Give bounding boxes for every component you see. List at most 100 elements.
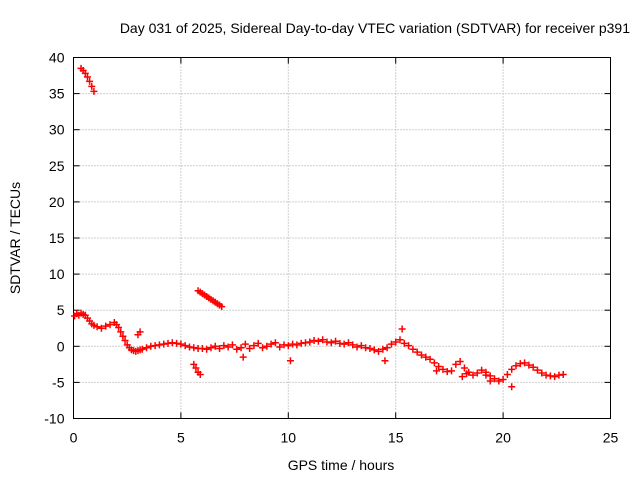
data-point: [538, 369, 546, 377]
data-point: [409, 345, 417, 353]
data-point: [177, 340, 185, 348]
data-point: [439, 365, 447, 373]
data-point: [90, 87, 98, 95]
data-point: [473, 369, 481, 377]
data-point: [314, 337, 322, 345]
axis-ticks: 0 5 10 15 20 25 -10 -5 0 5 10 15 20 25 30 35 40: [44, 50, 618, 446]
data-point: [460, 364, 468, 372]
data-point: [181, 342, 189, 350]
data-point: [192, 364, 200, 372]
y-tick-label: 30: [49, 122, 65, 138]
data-point: [463, 370, 471, 378]
data-point: [203, 345, 211, 353]
x-tick-label: 5: [177, 430, 185, 446]
data-point: [357, 342, 365, 350]
y-tick-label: -5: [52, 374, 65, 390]
grid-lines: [73, 57, 611, 419]
y-tick-label: 0: [57, 338, 65, 354]
data-point: [398, 325, 406, 333]
data-point: [143, 344, 151, 352]
data-point: [508, 365, 516, 373]
y-tick-label: 10: [49, 266, 65, 282]
data-point: [83, 73, 91, 81]
chart-title: Day 031 of 2025, Sidereal Day-to-day VTE…: [120, 20, 630, 36]
data-point: [332, 337, 340, 345]
data-point: [400, 339, 408, 347]
data-point: [319, 336, 327, 344]
data-point: [218, 303, 226, 311]
data-point: [413, 348, 421, 356]
data-point: [495, 377, 503, 385]
data-point: [405, 342, 413, 350]
data-point: [286, 357, 294, 365]
data-point: [387, 340, 395, 348]
data-point: [533, 366, 541, 374]
data-point: [370, 346, 378, 354]
data-point: [349, 341, 357, 349]
data-point: [452, 360, 460, 368]
data-point: [220, 342, 228, 350]
data-point: [97, 324, 105, 332]
y-tick-label: 25: [49, 158, 65, 174]
data-point: [196, 370, 204, 378]
data-point: [267, 340, 275, 348]
data-point: [417, 351, 425, 359]
data-point: [233, 345, 241, 353]
data-point: [228, 341, 236, 349]
data-point: [284, 342, 292, 350]
y-tick-label: 35: [49, 86, 65, 102]
data-point: [381, 357, 389, 365]
data-point: [254, 339, 262, 347]
data-point: [306, 338, 314, 346]
data-point: [276, 343, 284, 351]
data-point: [448, 367, 456, 375]
data-point: [293, 341, 301, 349]
data-point: [81, 69, 89, 77]
data-point: [521, 359, 529, 367]
data-point: [207, 344, 215, 352]
data-point: [138, 345, 146, 353]
y-tick-label: 20: [49, 194, 65, 210]
data-point: [366, 344, 374, 352]
data-point: [478, 366, 486, 374]
data-point: [559, 370, 567, 378]
data-point: [375, 347, 383, 355]
x-tick-label: 25: [603, 430, 619, 446]
x-axis-label: GPS time / hours: [288, 457, 395, 473]
data-point: [392, 338, 400, 346]
data-point: [491, 375, 499, 383]
data-point: [430, 359, 438, 367]
data-point: [250, 342, 258, 350]
data-point: [340, 340, 348, 348]
data-point: [119, 332, 127, 340]
data-point: [190, 360, 198, 368]
data-point: [216, 344, 224, 352]
data-point: [499, 376, 507, 384]
data-point: [237, 344, 245, 352]
data-point: [271, 339, 279, 347]
data-point: [482, 371, 490, 379]
y-tick-label: 40: [49, 50, 65, 66]
data-point: [422, 353, 430, 361]
data-point: [86, 77, 94, 85]
data-point: [121, 337, 129, 345]
data-point: [469, 371, 477, 379]
data-point: [263, 342, 271, 350]
data-point: [102, 322, 110, 330]
x-tick-label: 10: [281, 430, 297, 446]
data-point: [503, 370, 511, 378]
x-tick-label: 20: [495, 430, 511, 446]
data-point: [239, 353, 247, 361]
data-point: [211, 342, 219, 350]
y-tick-label: -10: [44, 411, 64, 427]
data-point: [529, 363, 537, 371]
data-point: [117, 328, 125, 336]
data-point: [426, 355, 434, 363]
data-point: [486, 377, 494, 385]
data-point: [88, 82, 96, 90]
data-point: [106, 321, 114, 329]
data-point: [90, 321, 98, 329]
data-point: [259, 344, 267, 352]
data-point: [551, 373, 559, 381]
data-point: [435, 363, 443, 371]
